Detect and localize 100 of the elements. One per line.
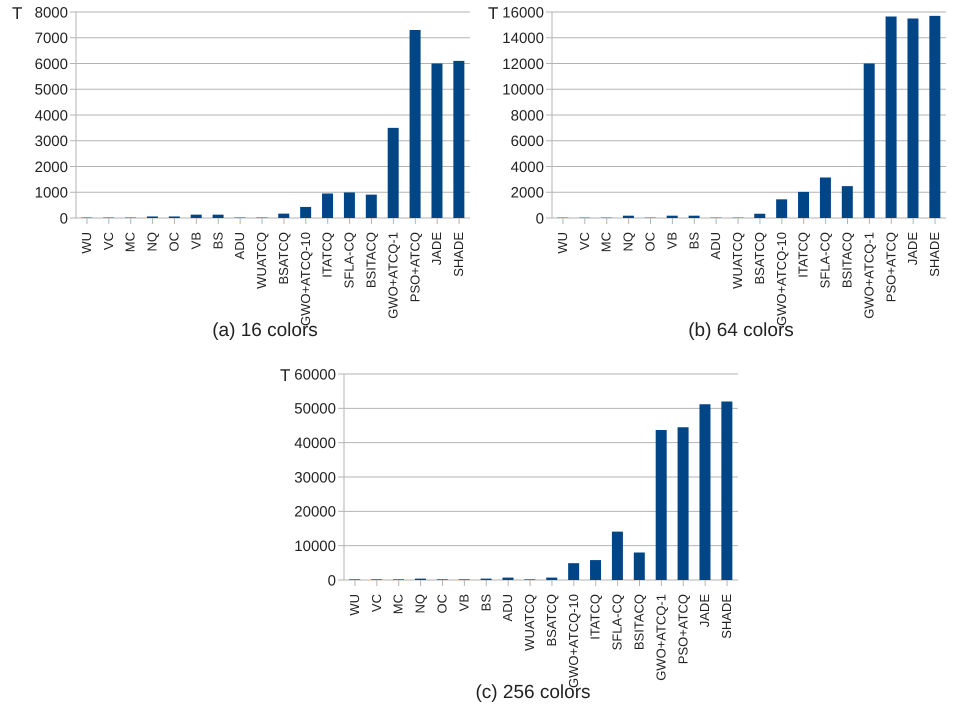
bar	[907, 18, 918, 218]
x-tick-label: BSATCQ	[752, 232, 767, 284]
y-tick-label: 3000	[34, 133, 68, 150]
y-tick-label: 0	[536, 210, 544, 228]
x-tick-label: MC	[598, 232, 614, 252]
x-tick-label: WU	[346, 594, 362, 616]
x-tick-label: GWO+ATCQ-1	[653, 594, 668, 681]
x-tick-label: OC	[166, 232, 182, 252]
bar	[656, 430, 667, 580]
x-tick-label: MC	[122, 232, 138, 252]
bar	[388, 128, 399, 218]
x-tick-label: MC	[390, 594, 406, 614]
y-tick-label: 6000	[34, 56, 68, 73]
x-tick-label: PSO+ATCQ	[675, 594, 690, 664]
y-tick-label: 7000	[34, 30, 68, 48]
y-tick-label: 2000	[510, 184, 544, 202]
bar	[776, 199, 788, 218]
x-tick-label: BSITACQ	[840, 232, 854, 288]
bar	[322, 194, 334, 218]
x-tick-label: ITATCQ	[796, 232, 811, 278]
bar	[431, 64, 442, 218]
y-tick-label: 60000	[294, 366, 336, 384]
y-tick-label: 10000	[294, 538, 336, 555]
x-tick-label: WUATCQ	[522, 594, 538, 651]
bar	[410, 30, 421, 218]
y-tick-label: 4000	[510, 158, 544, 176]
x-tick-label: JADE	[905, 232, 920, 266]
bar	[721, 401, 732, 580]
x-tick-label: BSATCQ	[544, 594, 559, 646]
y-tick-label: 40000	[294, 434, 336, 452]
x-tick-label: WUATCQ	[730, 232, 746, 289]
x-tick-label: SHADE	[451, 232, 466, 277]
bar	[344, 192, 355, 218]
bar	[864, 64, 875, 218]
x-tick-label: JADE	[429, 232, 444, 266]
bar	[929, 16, 940, 218]
x-tick-label: SFLA-CQ	[342, 232, 357, 288]
y-tick-label: 4000	[34, 107, 68, 124]
bar	[590, 560, 602, 580]
bar	[886, 16, 897, 218]
y-tick-label: 16000	[502, 4, 544, 22]
x-tick-label: ADU	[232, 232, 248, 260]
y-tick-label: 0	[328, 572, 336, 590]
x-tick-label: BSATCQ	[276, 232, 291, 284]
x-tick-label: WU	[554, 232, 570, 254]
x-tick-label: WU	[78, 232, 94, 254]
x-tick-label: NQ	[144, 232, 160, 252]
x-tick-label: BS	[686, 232, 702, 250]
y-tick-label: 30000	[294, 469, 336, 486]
bar	[190, 214, 202, 218]
y-tick-label: 14000	[502, 30, 544, 48]
y-tick-label: 8000	[34, 4, 68, 22]
x-tick-label: GWO+ATCQ-1	[861, 232, 876, 319]
x-tick-label: ADU	[500, 594, 516, 622]
x-tick-label: PSO+ATCQ	[883, 232, 898, 302]
x-tick-label: VC	[576, 232, 592, 250]
x-tick-label: SFLA-CQ	[818, 232, 833, 288]
y-tick-label: 12000	[502, 56, 544, 73]
x-tick-label: NQ	[620, 232, 636, 252]
x-tick-label: BSITACQ	[364, 232, 378, 288]
x-tick-label: VB	[188, 232, 204, 250]
bar	[612, 532, 623, 580]
bar	[453, 60, 464, 218]
x-tick-label: VC	[368, 594, 384, 612]
x-tick-label: VB	[664, 232, 680, 250]
bar	[754, 214, 766, 218]
y-tick-label: 10000	[502, 82, 544, 99]
x-tick-label: PSO+ATCQ	[407, 232, 422, 302]
y-axis-title: T	[488, 4, 498, 24]
x-tick-label: BS	[478, 594, 494, 612]
y-tick-label: 5000	[34, 82, 68, 99]
x-tick-label: SFLA-CQ	[610, 594, 625, 650]
x-tick-label: ITATCQ	[320, 232, 335, 278]
bar	[278, 214, 290, 218]
y-tick-label: 1000	[34, 184, 68, 202]
y-axis-title: T	[280, 366, 290, 386]
x-tick-label: WUATCQ	[254, 232, 270, 289]
x-tick-label: JADE	[697, 594, 712, 628]
y-axis-title: T	[12, 4, 22, 24]
bar	[678, 427, 689, 580]
y-tick-label: 2000	[34, 158, 68, 176]
y-tick-label: 0	[60, 210, 68, 228]
x-tick-label: OC	[434, 594, 450, 614]
x-tick-label: ITATCQ	[588, 594, 603, 640]
bar	[212, 214, 224, 218]
y-tick-label: 6000	[510, 133, 544, 150]
y-tick-label: 8000	[510, 107, 544, 124]
x-tick-label: VB	[456, 594, 472, 612]
x-tick-label: NQ	[412, 594, 428, 614]
bar	[820, 177, 831, 218]
bar	[798, 192, 810, 218]
x-tick-label: BS	[210, 232, 226, 250]
x-tick-label: SHADE	[927, 232, 942, 277]
x-tick-label: SHADE	[719, 594, 734, 639]
x-tick-label: OC	[642, 232, 658, 252]
bar	[300, 206, 312, 218]
y-tick-label: 20000	[294, 504, 336, 521]
x-tick-label: ADU	[708, 232, 724, 260]
x-tick-label: BSITACQ	[632, 594, 646, 650]
bar	[366, 194, 377, 218]
